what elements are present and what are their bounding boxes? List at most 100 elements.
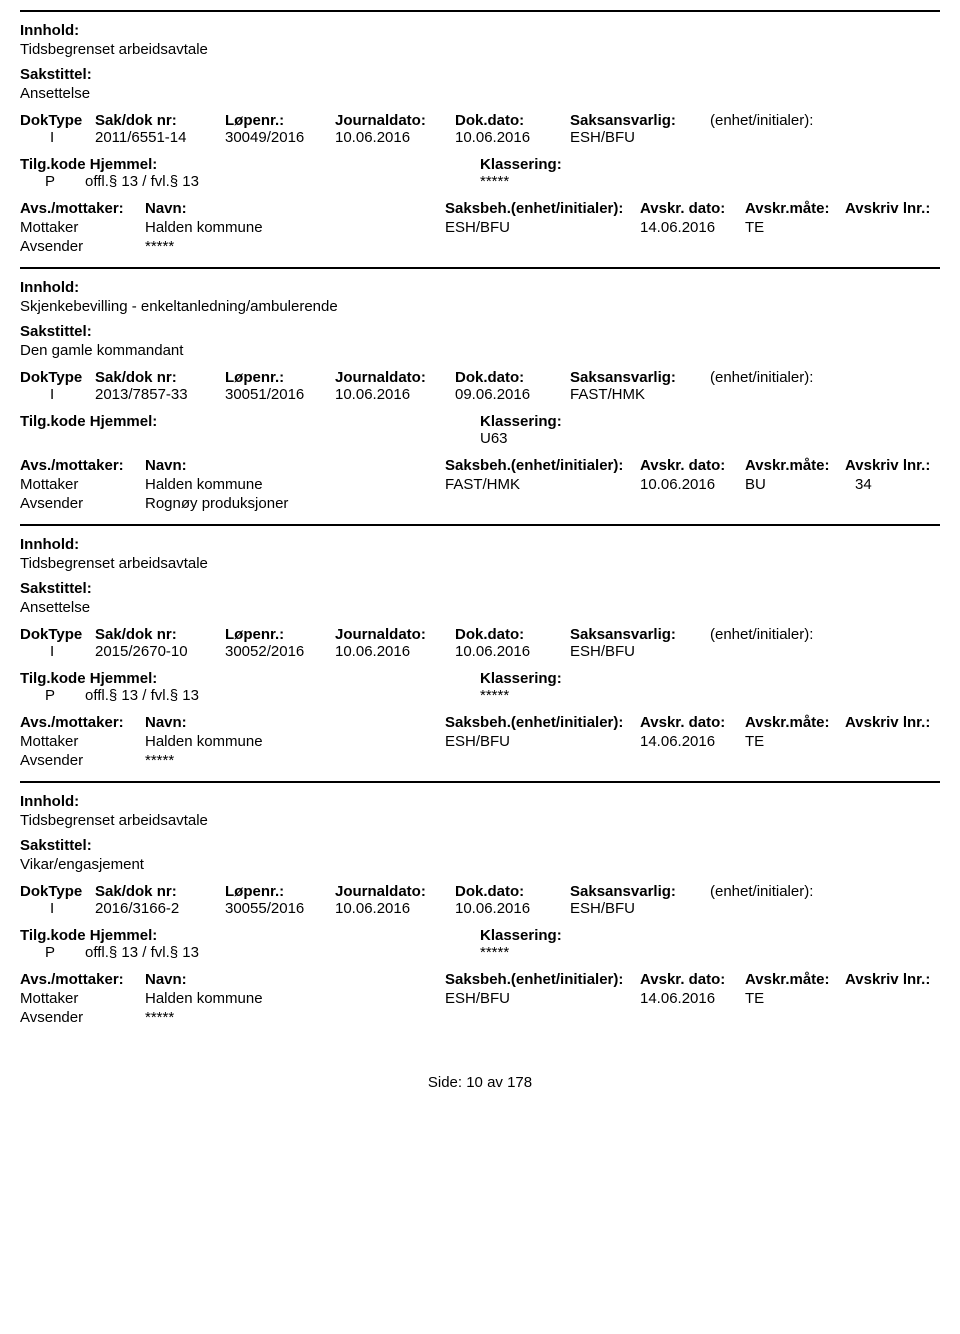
journal-entry: Innhold:Skjenkebevilling - enkeltanledni… [20,267,940,520]
party-avskrmate [745,1009,855,1026]
hjemmel-label: Hjemmel: [86,927,158,944]
avskrmate-label: Avskr.måte: [745,971,845,988]
avskrmate-label: Avskr.måte: [745,200,845,217]
sakdok-label: Sak/dok nr: [95,626,225,643]
avskrdato-label: Avskr. dato: [640,200,745,217]
party-navn: Halden kommune [145,219,445,236]
sakdok-label: Sak/dok nr: [95,883,225,900]
sakdok-value: 2013/7857-33 [95,386,225,403]
enhet-label: (enhet/initialer): [710,112,813,129]
party-role: Mottaker [20,219,145,236]
party-avskrdato [640,752,745,769]
avskrlnr-label: Avskriv lnr.: [845,971,930,988]
sakdok-label: Sak/dok nr: [95,369,225,386]
party-row: Avsender***** [20,1009,940,1026]
dokdato-value: 10.06.2016 [455,129,570,146]
saksansvarlig-value: FAST/HMK [570,386,710,403]
saksbeh-group-label: Saksbeh.(enhet/initialer):Avskr. dato:Av… [445,714,930,731]
navn-label: Navn: [145,457,445,474]
klassering-value: ***** [480,173,680,190]
klassering-label: Klassering: [480,413,562,430]
avskrmate-label: Avskr.måte: [745,714,845,731]
party-role: Mottaker [20,733,145,750]
saksansvarlig-label: Saksansvarlig: [570,626,710,643]
dokdato-value: 10.06.2016 [455,643,570,660]
access-header-row: Tilg.kode Hjemmel:Klassering: [20,156,940,173]
avsmottaker-label: Avs./mottaker: [20,457,145,474]
saksansvarlig-label: Saksansvarlig: [570,112,710,129]
journaldato-label: Journaldato: [335,883,455,900]
meta-header-row: DokTypeSak/dok nr:Løpenr.:Journaldato:Do… [20,112,940,129]
journal-entry: Innhold:Tidsbegrenset arbeidsavtaleSakst… [20,10,940,263]
avskrlnr-label: Avskriv lnr.: [845,457,930,474]
party-role: Avsender [20,495,145,512]
lopenr-label: Løpenr.: [225,883,335,900]
navn-label: Navn: [145,714,445,731]
party-role: Avsender [20,752,145,769]
avsmottaker-label: Avs./mottaker: [20,971,145,988]
avskrdato-label: Avskr. dato: [640,971,745,988]
journaldato-label: Journaldato: [335,626,455,643]
access-value-row: U63 [20,430,940,447]
tilgkode-value: P [20,687,85,704]
party-header-row: Avs./mottaker:Navn:Saksbeh.(enhet/initia… [20,714,940,731]
tilgkode-label: Tilg.kode [20,670,86,687]
party-header-row: Avs./mottaker:Navn:Saksbeh.(enhet/initia… [20,971,940,988]
document-root: Innhold:Tidsbegrenset arbeidsavtaleSakst… [20,10,940,1091]
avskrmate-label: Avskr.måte: [745,457,845,474]
doktype-label: DokType [20,883,95,900]
journal-entry: Innhold:Tidsbegrenset arbeidsavtaleSakst… [20,781,940,1034]
party-navn: ***** [145,1009,445,1026]
hjemmel-value: offl.§ 13 / fvl.§ 13 [85,687,480,704]
tilgkode-label: Tilg.kode [20,413,86,430]
enhet-label: (enhet/initialer): [710,369,813,386]
avskrlnr-label: Avskriv lnr.: [845,714,930,731]
tilg-hjemmel-group: Tilg.kode Hjemmel: [20,927,480,944]
journaldato-value: 10.06.2016 [335,129,455,146]
klassering-label: Klassering: [480,670,562,687]
klassering-value: ***** [480,944,680,961]
party-row: Avsender***** [20,752,940,769]
party-navn: Rognøy produksjoner [145,495,445,512]
av-label: av [483,1074,507,1091]
lopenr-value: 30055/2016 [225,900,335,917]
party-saksbeh: ESH/BFU [445,733,640,750]
party-row: MottakerHalden kommuneFAST/HMK10.06.2016… [20,476,940,493]
party-navn: ***** [145,238,445,255]
saksansvarlig-label: Saksansvarlig: [570,369,710,386]
saksansvarlig-value: ESH/BFU [570,129,710,146]
saksbeh-enhet-label: Saksbeh.(enhet/initialer): [445,457,640,474]
sakstittel-value: Ansettelse [20,85,940,102]
hjemmel-label: Hjemmel: [86,413,158,430]
party-saksbeh: FAST/HMK [445,476,640,493]
party-avskrlnr: 34 [855,476,872,493]
party-avskrdato: 14.06.2016 [640,990,745,1007]
doktype-value: I [20,129,95,146]
party-saksbeh: ESH/BFU [445,219,640,236]
saksbeh-group-label: Saksbeh.(enhet/initialer):Avskr. dato:Av… [445,200,930,217]
avskrlnr-label: Avskriv lnr.: [845,200,930,217]
access-value-row: Poffl.§ 13 / fvl.§ 13***** [20,173,940,190]
tilg-hjemmel-group: Tilg.kode Hjemmel: [20,413,480,430]
lopenr-label: Løpenr.: [225,369,335,386]
doktype-value: I [20,643,95,660]
journaldato-label: Journaldato: [335,369,455,386]
sakdok-value: 2015/2670-10 [95,643,225,660]
party-avskrmate: TE [745,733,855,750]
journaldato-value: 10.06.2016 [335,643,455,660]
party-avskrdato [640,1009,745,1026]
access-value-row: Poffl.§ 13 / fvl.§ 13***** [20,687,940,704]
dokdato-label: Dok.dato: [455,112,570,129]
journaldato-value: 10.06.2016 [335,900,455,917]
party-row: MottakerHalden kommuneESH/BFU14.06.2016T… [20,990,940,1007]
saksansvarlig-label: Saksansvarlig: [570,883,710,900]
page-total: 178 [507,1074,532,1091]
dokdato-value: 10.06.2016 [455,900,570,917]
hjemmel-label: Hjemmel: [86,670,158,687]
sakstittel-label: Sakstittel: [20,580,940,597]
party-role: Avsender [20,238,145,255]
sakstittel-label: Sakstittel: [20,323,940,340]
doktype-value: I [20,386,95,403]
hjemmel-value: offl.§ 13 / fvl.§ 13 [85,173,480,190]
avsmottaker-label: Avs./mottaker: [20,714,145,731]
